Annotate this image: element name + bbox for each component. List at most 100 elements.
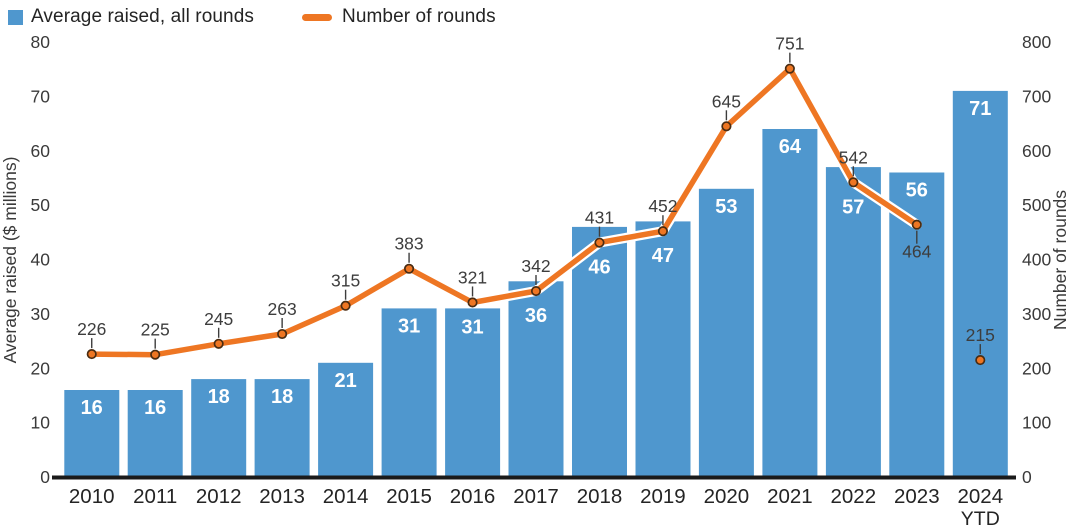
right-axis-tick-label: 300	[1022, 304, 1051, 324]
right-axis-tick-label: 500	[1022, 195, 1051, 215]
x-axis-label: 2016	[450, 485, 496, 508]
right-axis-tick-label: 100	[1022, 413, 1051, 433]
bar	[127, 390, 183, 477]
line-marker	[404, 263, 415, 274]
bar	[825, 167, 881, 477]
bar-value-label: 36	[525, 305, 547, 327]
line-marker	[975, 355, 986, 366]
line-value-label: 225	[141, 320, 170, 340]
bar	[572, 226, 627, 477]
rounds-line	[88, 65, 920, 358]
x-axis-label-line2: YTD	[961, 508, 1000, 530]
bar-value-label: 18	[208, 386, 230, 408]
bar	[381, 308, 437, 477]
right-axis-tick-label: 600	[1022, 141, 1051, 161]
left-axis-tick-label: 30	[31, 304, 51, 324]
line-marker	[213, 338, 224, 349]
line-marker	[594, 237, 605, 248]
bar-value-label: 64	[779, 136, 802, 158]
bar-series-swatch-icon	[8, 9, 23, 25]
line-value-label: 245	[204, 309, 233, 329]
x-axis-label: 2023	[894, 485, 940, 508]
x-axis-label: 2024	[957, 485, 1003, 508]
line-marker	[467, 297, 478, 308]
line-value-label: 263	[268, 299, 297, 319]
bar-value-label: 57	[842, 196, 864, 218]
left-axis-tick-label: 60	[31, 141, 51, 161]
line-value-label: 452	[648, 196, 677, 216]
line-value-label: 383	[394, 234, 423, 254]
x-axis-label: 2020	[704, 485, 750, 508]
line-value-label: 431	[585, 208, 614, 228]
left-axis-tick-label: 10	[31, 413, 51, 433]
bar-value-label: 16	[144, 397, 166, 419]
line-marker	[721, 121, 732, 132]
line-marker	[784, 63, 795, 74]
bar-value-label: 16	[81, 397, 103, 419]
bar	[254, 379, 310, 477]
left-axis-tick-label: 70	[31, 86, 51, 106]
line-value-label: 464	[902, 242, 931, 262]
x-axis-label: 2017	[513, 485, 559, 508]
line-value-label: 315	[331, 271, 360, 291]
left-axis-title: Average raised ($ millions)	[0, 157, 20, 364]
bar	[762, 129, 818, 477]
right-axis-tick-label: 700	[1022, 86, 1051, 106]
left-axis-tick-label: 80	[31, 32, 51, 52]
bar-value-label: 31	[461, 317, 483, 339]
x-axis-label: 2018	[577, 485, 623, 508]
legend-label: Number of rounds	[342, 6, 496, 27]
right-axis-tick-label: 400	[1022, 250, 1051, 270]
bar	[191, 379, 247, 477]
bar-value-label: 56	[906, 180, 928, 202]
bar-value-label: 47	[652, 245, 674, 267]
line-marker	[530, 285, 542, 297]
line-marker	[911, 219, 922, 230]
left-axis-tick-label: 50	[31, 195, 51, 215]
bar-value-label: 31	[398, 315, 420, 337]
right-axis-tick-label: 0	[1022, 467, 1032, 487]
line-series-swatch-icon	[302, 13, 332, 21]
bar-value-label: 21	[334, 370, 356, 392]
x-axis-label: 2021	[767, 485, 813, 508]
x-axis-label: 2012	[196, 485, 242, 508]
x-axis-label: 2019	[640, 485, 686, 508]
line-marker	[277, 328, 288, 340]
bar	[64, 390, 120, 477]
x-axis-label: 2013	[259, 485, 305, 508]
line-value-label: 226	[77, 319, 106, 339]
line-value-label: 751	[775, 34, 804, 54]
x-axis-label: 2014	[323, 485, 369, 508]
bar	[889, 172, 945, 477]
left-axis-tick-label: 40	[31, 250, 51, 270]
line-marker	[150, 349, 161, 360]
bar	[952, 90, 1008, 478]
bar-value-label: 46	[588, 257, 610, 279]
left-axis-tick-label: 0	[40, 467, 50, 487]
line-value-label: 542	[839, 147, 868, 167]
right-axis-title: Number of rounds	[1050, 190, 1070, 330]
x-axis-label: 2010	[69, 485, 115, 508]
bar	[635, 221, 691, 477]
bar-value-label: 53	[715, 196, 737, 218]
line-value-label: 645	[712, 91, 741, 111]
line-marker	[340, 300, 351, 311]
x-axis-label: 2015	[386, 485, 432, 508]
bar-value-label: 71	[969, 98, 991, 120]
line-marker	[848, 177, 859, 188]
bar	[508, 281, 564, 478]
line-marker	[86, 349, 97, 360]
bar	[445, 308, 501, 477]
right-axis-tick-label: 200	[1022, 358, 1051, 378]
right-axis-tick-label: 800	[1022, 32, 1051, 52]
x-axis-line	[52, 475, 1016, 480]
x-axis-label: 2011	[133, 485, 177, 508]
bar-value-label: 18	[271, 386, 293, 408]
bar	[318, 362, 374, 477]
line-value-label: 321	[458, 267, 487, 287]
line-value-label: 342	[521, 256, 550, 276]
legend-item-average-raised: Average raised, all rounds	[8, 6, 254, 28]
x-axis-label: 2022	[830, 485, 876, 508]
line-value-label: 215	[966, 325, 995, 345]
